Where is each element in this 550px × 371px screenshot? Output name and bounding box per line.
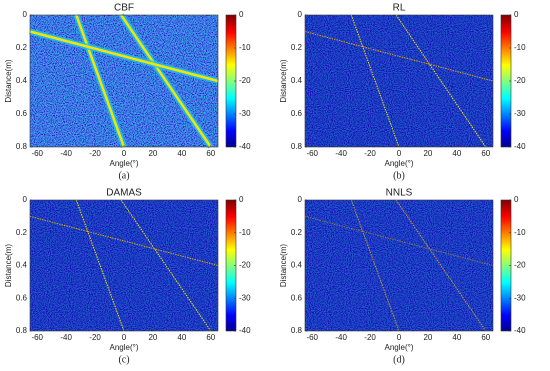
heatmap-noise <box>30 15 218 147</box>
x-tick-label: 20 <box>148 149 157 158</box>
x-tick-label: -40 <box>335 149 347 158</box>
ridge-line <box>395 14 487 148</box>
x-tick-label: -60 <box>31 333 43 342</box>
colorbar-tick-label: -40 <box>514 326 526 335</box>
x-tick-label: -40 <box>60 149 72 158</box>
y-tick-label: 0.2 <box>291 228 303 237</box>
y-tick-label: 0.8 <box>291 326 303 335</box>
ridge-line <box>75 14 126 148</box>
x-tick-label: 20 <box>423 333 432 342</box>
colorbar-tick-label: -10 <box>514 228 526 237</box>
title: RL <box>393 3 406 14</box>
heatmap-noise <box>305 200 493 331</box>
y-tick-label: 0.2 <box>291 43 303 52</box>
x-tick-label: 60 <box>481 149 490 158</box>
x-tick-label: -60 <box>31 149 43 158</box>
colorbar-tick-label: -10 <box>239 228 251 237</box>
x-tick-label: 60 <box>481 333 490 342</box>
x-tick-label: 0 <box>397 333 402 342</box>
x-axis-label: Angle(°) <box>385 343 414 352</box>
colorbar-tick-label: -30 <box>514 109 526 118</box>
y-axis-label: Distance(m) <box>279 244 288 287</box>
colorbar-tick-label: -40 <box>239 142 251 151</box>
x-tick-label: 0 <box>397 149 402 158</box>
colorbar-tick-label: -40 <box>514 142 526 151</box>
x-tick-label: -20 <box>364 333 376 342</box>
y-tick-label: 0.8 <box>16 142 28 151</box>
colorbar-tick-label: -20 <box>514 261 526 270</box>
caption: (d) <box>393 354 405 365</box>
title: NNLS <box>386 188 413 199</box>
x-tick-label: 60 <box>206 333 215 342</box>
colorbar-tick-label: 0 <box>514 195 519 204</box>
colorbar-tick-label: -10 <box>239 43 251 52</box>
colorbar-tick-label: 0 <box>514 10 519 19</box>
x-tick-label: 20 <box>423 149 432 158</box>
x-tick-label: -60 <box>306 333 318 342</box>
y-tick-label: 0 <box>23 10 28 19</box>
x-tick-label: -40 <box>60 333 72 342</box>
caption: (c) <box>118 354 129 365</box>
colorbar-tick-label: 0 <box>239 10 244 19</box>
y-tick-label: 0.4 <box>16 261 28 270</box>
y-tick-label: 0 <box>23 195 28 204</box>
x-axis-label: Angle(°) <box>110 343 139 352</box>
ridge-line <box>350 14 400 148</box>
heatmap-noise <box>30 200 218 331</box>
x-tick-label: 40 <box>452 149 461 158</box>
x-axis-label: Angle(°) <box>110 159 139 168</box>
x-tick-label: 40 <box>452 333 461 342</box>
colorbar-tick-label: -20 <box>514 76 526 85</box>
x-tick-label: 0 <box>122 333 127 342</box>
heatmap-noise <box>305 15 493 147</box>
ridge-line <box>395 199 487 332</box>
y-tick-label: 0.4 <box>291 261 303 270</box>
y-tick-label: 0.4 <box>16 76 28 85</box>
y-tick-label: 0.6 <box>291 293 303 302</box>
ridge-line <box>75 199 125 332</box>
colorbar-tick-label: -30 <box>239 293 251 302</box>
y-axis-label: Distance(m) <box>4 244 13 287</box>
y-tick-label: 0 <box>298 195 303 204</box>
x-tick-label: -60 <box>306 149 318 158</box>
x-tick-label: 20 <box>148 333 157 342</box>
colorbar-tick-label: 0 <box>239 195 244 204</box>
x-tick-label: 60 <box>206 149 215 158</box>
y-tick-label: 0.4 <box>291 76 303 85</box>
x-tick-label: 40 <box>177 149 186 158</box>
x-tick-label: -40 <box>335 333 347 342</box>
x-tick-label: -20 <box>89 333 101 342</box>
ridge-line <box>120 14 212 148</box>
x-tick-label: -20 <box>89 149 101 158</box>
colorbar-tick-label: -30 <box>239 109 251 118</box>
colorbar-tick-label: -20 <box>239 76 251 85</box>
x-axis-label: Angle(°) <box>385 159 414 168</box>
ridge-line <box>29 30 219 83</box>
y-tick-label: 0.2 <box>16 228 28 237</box>
y-tick-label: 0.6 <box>16 109 28 118</box>
colorbar-tick-label: -20 <box>239 261 251 270</box>
y-axis-label: Distance(m) <box>279 59 288 102</box>
colorbar-tick-label: -40 <box>239 326 251 335</box>
x-tick-label: 40 <box>177 333 186 342</box>
y-tick-label: 0.2 <box>16 43 28 52</box>
y-tick-label: 0.6 <box>291 109 303 118</box>
title: DAMAS <box>106 188 142 199</box>
y-tick-label: 0.8 <box>291 142 303 151</box>
colorbar-tick-label: -10 <box>514 43 526 52</box>
y-tick-label: 0.8 <box>16 326 28 335</box>
y-tick-label: 0.6 <box>16 293 28 302</box>
y-tick-label: 0 <box>298 10 303 19</box>
y-axis-label: Distance(m) <box>4 59 13 102</box>
caption: (b) <box>393 170 405 181</box>
caption: (a) <box>118 170 129 181</box>
x-tick-label: 0 <box>122 149 127 158</box>
x-tick-label: -20 <box>364 149 376 158</box>
title: CBF <box>114 3 134 14</box>
colorbar-tick-label: -30 <box>514 293 526 302</box>
ridge-line <box>350 199 400 332</box>
ridge-line <box>120 199 212 332</box>
